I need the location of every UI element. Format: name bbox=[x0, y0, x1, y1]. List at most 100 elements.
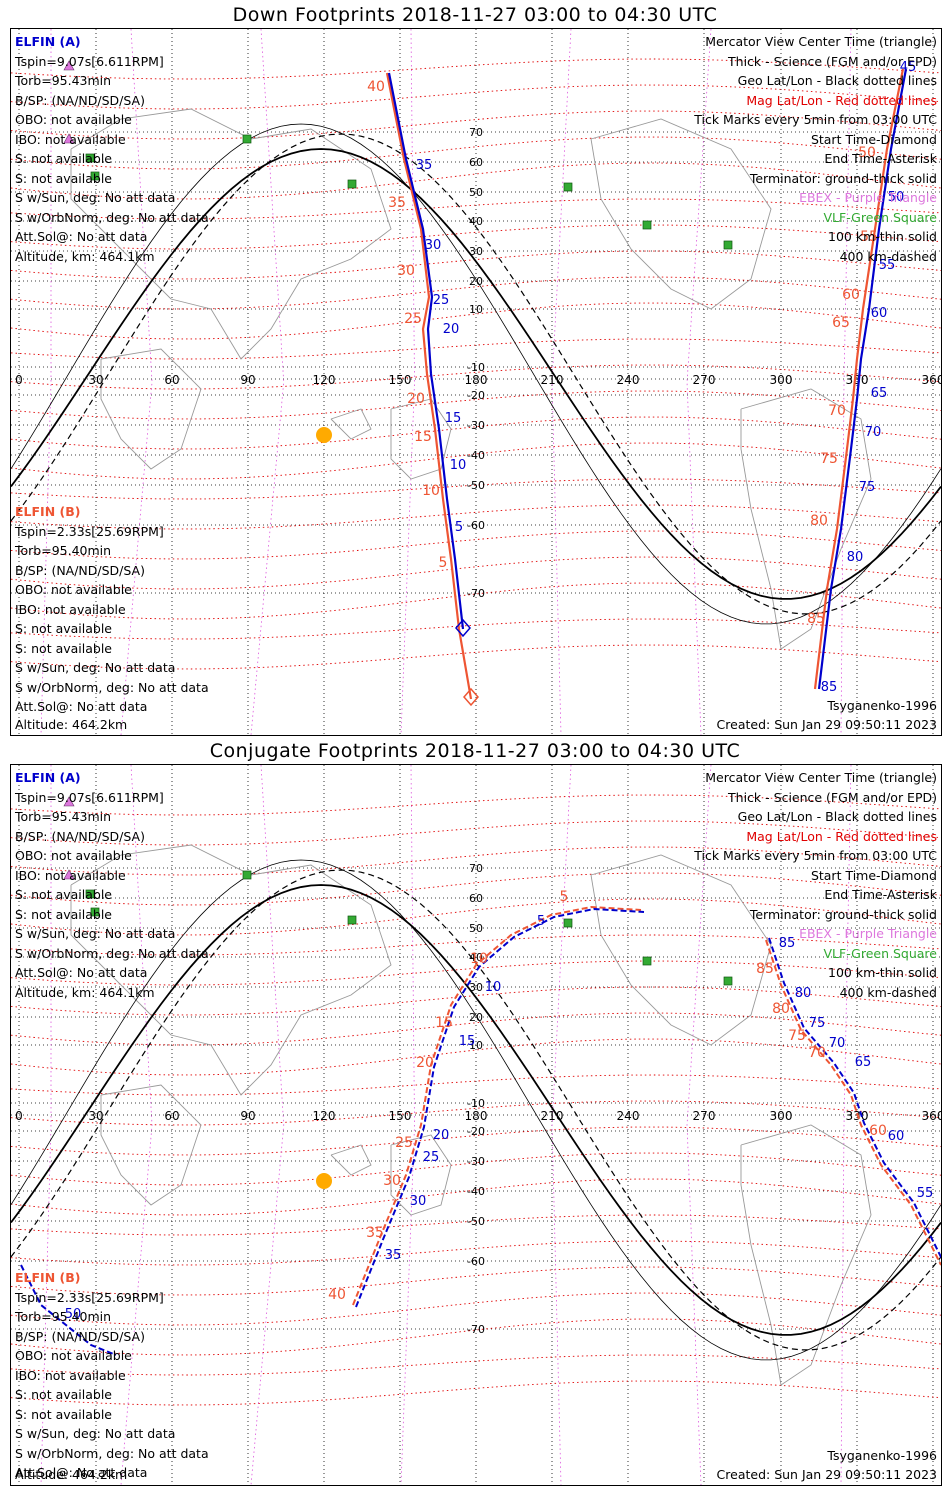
lon-label: 330 bbox=[846, 373, 869, 387]
elfin-b-tick-label: 85 bbox=[807, 611, 825, 627]
elfin-b-tick-label: 85 bbox=[756, 961, 774, 977]
lat-label: 70 bbox=[469, 862, 483, 875]
lat-label: -30 bbox=[467, 1155, 485, 1168]
elfin-b-tick-label: 60 bbox=[869, 1123, 887, 1139]
elfin-b-tick-label: 75 bbox=[820, 451, 838, 467]
vlf-station-marker bbox=[723, 240, 733, 250]
lat-label: 10 bbox=[469, 1039, 483, 1052]
elfin-a-tick-label: 30 bbox=[410, 1194, 427, 1209]
lat-label: -20 bbox=[467, 1125, 485, 1138]
elfin-a-track bbox=[817, 68, 908, 690]
lat-label: -70 bbox=[467, 1323, 485, 1336]
lat-label: 30 bbox=[469, 981, 483, 994]
elfin-a-tick-label: 5 bbox=[537, 914, 545, 929]
mag-meridian bbox=[551, 29, 572, 735]
lat-label: -50 bbox=[467, 479, 485, 492]
lat-label: 50 bbox=[469, 922, 483, 935]
lat-label: 30 bbox=[469, 245, 483, 258]
lon-label: 180 bbox=[465, 373, 488, 387]
elfin-b-info: ELFIN (B) Tspin=2.33s[25.69RPM] Torb=95.4… bbox=[15, 1270, 209, 1480]
elfin-b-tick-label: 5 bbox=[560, 889, 569, 905]
elfin-a-tick-label: 80 bbox=[847, 550, 864, 565]
bottom-map-svg: 0306090120150180210240270300330360706050… bbox=[11, 765, 941, 1485]
elfin-a-tick-label: 5 bbox=[455, 520, 463, 535]
elfin-b-title: ELFIN (B) bbox=[15, 504, 81, 519]
mag-meridian bbox=[400, 765, 415, 1485]
elfin-b-tick-label: 70 bbox=[828, 403, 846, 419]
vlf-station-marker bbox=[723, 976, 733, 986]
terminator-100km bbox=[11, 123, 941, 625]
elfin-b-tick-label: 65 bbox=[832, 315, 850, 331]
mag-meridian bbox=[551, 765, 572, 1485]
terminator-400km bbox=[11, 869, 941, 1351]
model-label: Tsyganenko-1996 bbox=[827, 1448, 937, 1463]
elfin-a-title: ELFIN (A) bbox=[15, 34, 81, 49]
legend: Mercator View Center Time (triangle) Thic… bbox=[694, 770, 937, 1000]
vlf-station-marker bbox=[85, 889, 95, 899]
lat-label: 40 bbox=[469, 215, 483, 228]
elfin-b-tick-label: 5 bbox=[439, 555, 448, 571]
elfin-a-tick-label: 45 bbox=[900, 60, 917, 75]
lat-label: 20 bbox=[469, 1011, 483, 1024]
elfin-b-tick-label: 60 bbox=[842, 287, 860, 303]
elfin-a-tick-label: 65 bbox=[855, 1055, 872, 1070]
lat-label: -40 bbox=[467, 1185, 485, 1198]
vlf-station-marker bbox=[347, 179, 357, 189]
sun-icon bbox=[316, 1173, 332, 1189]
coastline bbox=[390, 1134, 452, 1216]
elfin-b-tick-label: 55 bbox=[860, 229, 878, 245]
elfin-b-tick-label: 70 bbox=[808, 1045, 826, 1061]
bottom-map-panel: 0306090120150180210240270300330360706050… bbox=[10, 764, 942, 1486]
elfin-b-info: ELFIN (B) Tspin=2.33s[25.69RPM] Torb=95.4… bbox=[15, 504, 209, 714]
altitude-b: Altitude: 464.2km bbox=[15, 1467, 128, 1482]
bottom-panel-title: Conjugate Footprints 2018-11-27 03:00 to… bbox=[209, 740, 741, 762]
ebex-triangle bbox=[63, 796, 75, 807]
lon-label: 60 bbox=[164, 373, 179, 387]
elfin-b-track bbox=[765, 939, 941, 1266]
vlf-station-marker bbox=[642, 956, 652, 966]
elfin-a-tick-label: 85 bbox=[779, 936, 796, 951]
elfin-b-tick-label: 25 bbox=[395, 1135, 413, 1151]
vlf-station-marker bbox=[642, 220, 652, 230]
elfin-a-tick-label: 35 bbox=[416, 158, 433, 173]
mag-meridian bbox=[120, 29, 153, 735]
mag-meridian bbox=[840, 29, 852, 735]
mag-meridian bbox=[250, 29, 285, 735]
coastline bbox=[70, 108, 392, 360]
lat-label: -70 bbox=[467, 587, 485, 600]
vlf-station-marker bbox=[90, 907, 100, 917]
elfin-a-tick-label: 55 bbox=[879, 258, 896, 273]
lon-label: 300 bbox=[770, 373, 793, 387]
lon-label: 120 bbox=[313, 1109, 336, 1123]
coastline bbox=[70, 844, 392, 1096]
lat-label: 10 bbox=[469, 303, 483, 316]
elfin-a-track bbox=[20, 1264, 117, 1356]
created-label: Created: Sun Jan 29 09:50:11 2023 bbox=[716, 717, 937, 732]
elfin-b-tick-label: 80 bbox=[772, 1001, 790, 1017]
elfin-b-tick-label: 20 bbox=[407, 391, 425, 407]
lon-label: 270 bbox=[693, 1109, 716, 1123]
elfin-b-tick-label: 40 bbox=[328, 1287, 346, 1303]
elfin-b-tick-label: 35 bbox=[388, 195, 406, 211]
elfin-a-tick-label: 25 bbox=[423, 1150, 440, 1165]
terminator-100km bbox=[11, 859, 941, 1361]
coastline bbox=[740, 388, 872, 650]
elfin-a-tick-label: 25 bbox=[433, 293, 450, 308]
lat-label: 20 bbox=[469, 275, 483, 288]
ebex-triangle bbox=[63, 60, 75, 71]
mag-meridian bbox=[40, 765, 52, 1485]
elfin-b-tick-label: 25 bbox=[404, 311, 422, 327]
elfin-a-tick-label: 35 bbox=[385, 1248, 402, 1263]
elfin-a-track bbox=[387, 72, 465, 630]
elfin-a-tick-label: 60 bbox=[888, 1129, 905, 1144]
vlf-station-marker bbox=[85, 153, 95, 163]
elfin-a-tick-label: 75 bbox=[859, 480, 876, 495]
lon-label: 30 bbox=[88, 373, 103, 387]
sun-icon bbox=[316, 427, 332, 443]
lat-label: -10 bbox=[467, 1097, 485, 1110]
elfin-a-tick-label: 30 bbox=[425, 238, 442, 253]
elfin-a-track bbox=[355, 907, 645, 1308]
elfin-a-tick-label: 70 bbox=[865, 425, 882, 440]
lat-label: -30 bbox=[467, 419, 485, 432]
created-label: Created: Sun Jan 29 09:50:11 2023 bbox=[716, 1467, 937, 1482]
